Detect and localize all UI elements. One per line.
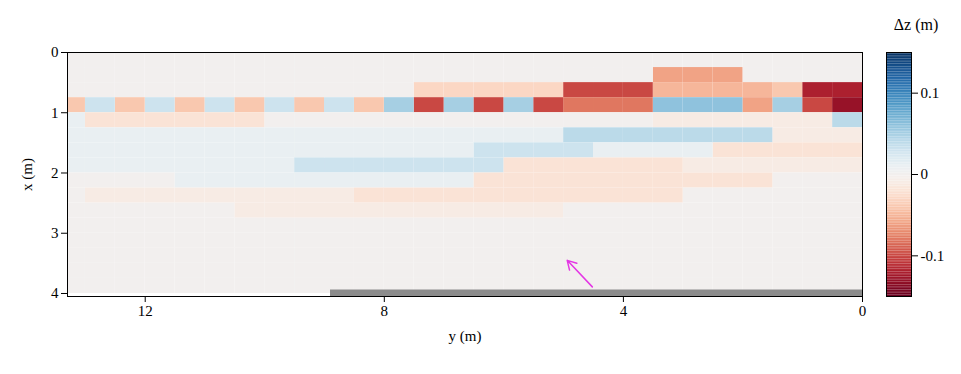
svg-text:3: 3: [51, 225, 59, 241]
svg-text:0.1: 0.1: [921, 85, 940, 101]
svg-text:y (m): y (m): [449, 328, 482, 345]
html-text:Δz (m): Δz (m): [893, 16, 939, 33]
svg-text:12: 12: [138, 303, 153, 319]
svg-text:0: 0: [51, 44, 59, 60]
svg-text:0: 0: [921, 166, 929, 182]
svg-text:2: 2: [51, 165, 59, 181]
svg-text:4: 4: [620, 303, 628, 319]
svg-text:0: 0: [859, 303, 867, 319]
svg-text:8: 8: [381, 303, 389, 319]
svg-text:-0.1: -0.1: [921, 248, 945, 264]
svg-text:4: 4: [51, 285, 59, 301]
svg-text:x (m): x (m): [19, 158, 36, 191]
svg-text:1: 1: [51, 105, 59, 121]
